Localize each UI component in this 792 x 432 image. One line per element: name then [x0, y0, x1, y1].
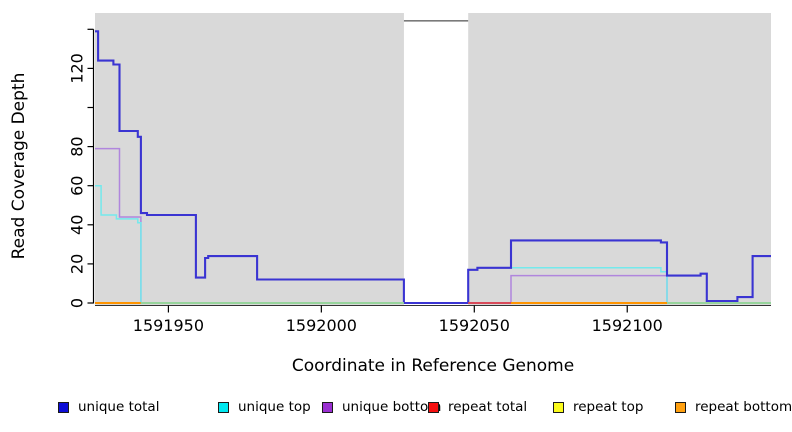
- legend-label: repeat total: [448, 399, 528, 415]
- legend-item-repeat-bottom: repeat bottom: [675, 398, 792, 416]
- legend-label: unique total: [78, 399, 160, 415]
- y-tick-label-20: 20: [68, 254, 87, 274]
- legend-label: unique top: [238, 399, 311, 415]
- legend-item-repeat-total: repeat total: [428, 398, 527, 416]
- y-tick-label-80: 80: [68, 136, 87, 156]
- y-tick-label-60: 60: [68, 176, 87, 196]
- legend-swatch-repeat-top: [553, 401, 564, 413]
- chart-legend: unique total unique top unique bottom repea…: [0, 398, 792, 420]
- legend-label: repeat top: [573, 399, 644, 415]
- legend-item-unique-top: unique top: [218, 398, 311, 416]
- y-tick-label-0: 0: [68, 298, 87, 308]
- legend-item-unique-bottom: unique bottom: [322, 398, 441, 416]
- x-tick-label-1592000: 1592000: [286, 316, 357, 335]
- uncovered-gap-band: [403, 13, 469, 305]
- x-axis-title: Coordinate in Reference Genome: [292, 356, 574, 376]
- legend-swatch-repeat-total: [428, 401, 439, 413]
- legend-label: unique bottom: [342, 399, 442, 415]
- legend-item-unique-total: unique total: [58, 398, 159, 416]
- legend-swatch-unique-top: [218, 401, 229, 413]
- legend-swatch-unique-bottom: [322, 401, 333, 413]
- x-tick-label-1592100: 1592100: [592, 316, 663, 335]
- x-tick-label-1592050: 1592050: [439, 316, 510, 335]
- legend-swatch-unique-total: [58, 401, 69, 413]
- legend-swatch-repeat-bottom: [675, 401, 686, 413]
- legend-label: repeat bottom: [695, 399, 792, 415]
- x-tick-label-1591950: 1591950: [133, 316, 204, 335]
- legend-item-repeat-top: repeat top: [553, 398, 643, 416]
- y-tick-label-40: 40: [68, 215, 87, 235]
- y-axis-title: Read Coverage Depth: [9, 73, 29, 260]
- series-line-unique-total: [95, 30, 771, 305]
- y-tick-label-120: 120: [68, 53, 87, 84]
